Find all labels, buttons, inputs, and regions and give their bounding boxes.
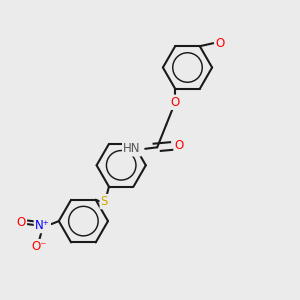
Text: O: O	[175, 139, 184, 152]
Text: N⁺: N⁺	[35, 219, 50, 232]
Text: O⁻: O⁻	[31, 240, 46, 253]
Text: S: S	[101, 195, 108, 208]
Text: O: O	[171, 96, 180, 109]
Text: HN: HN	[123, 142, 141, 155]
Text: O: O	[216, 37, 225, 50]
Text: O: O	[17, 216, 26, 229]
